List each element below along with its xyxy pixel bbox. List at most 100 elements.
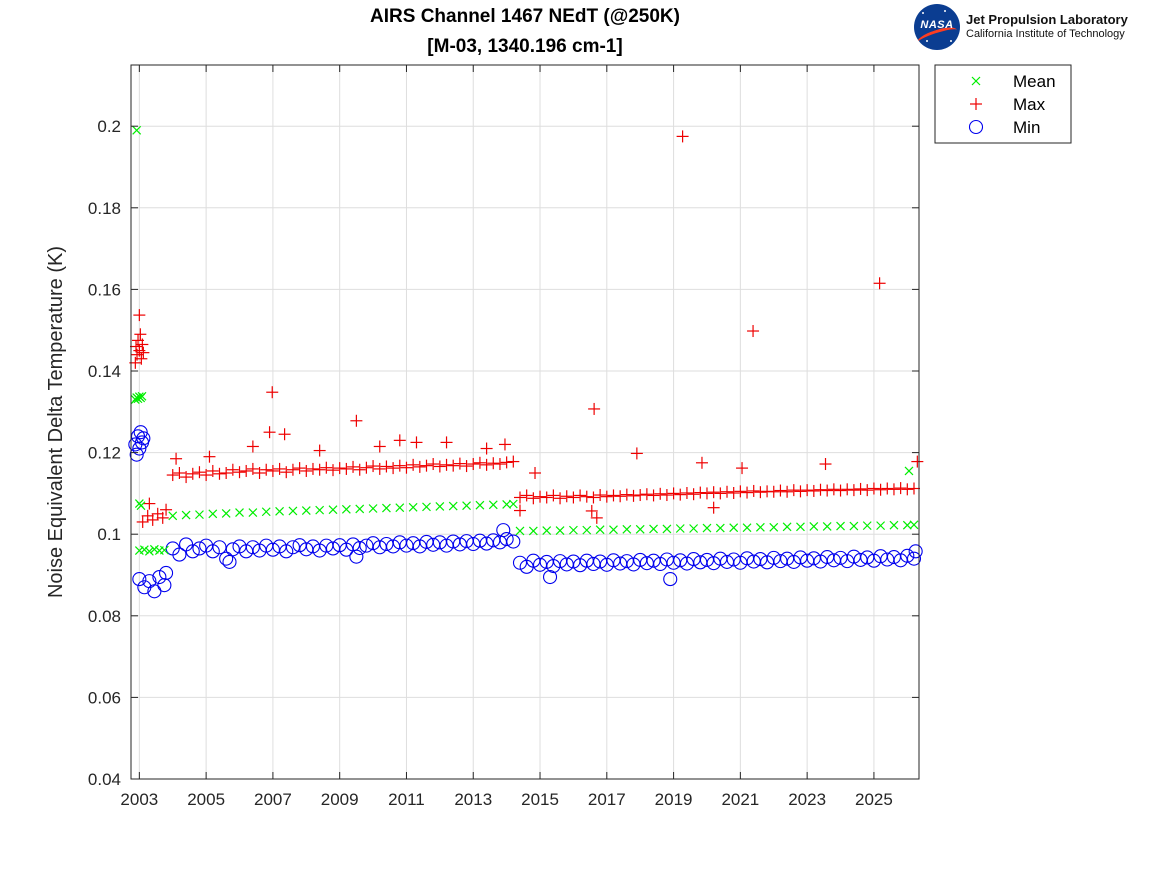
- data-point-min: [499, 532, 514, 547]
- legend-label-min: Min: [1013, 118, 1040, 137]
- data-point-max: [306, 462, 319, 475]
- data-point-mean: [582, 525, 592, 535]
- data-point-max: [560, 490, 573, 503]
- data-point-max: [134, 328, 147, 341]
- x-tick-label: 2007: [254, 790, 292, 809]
- data-point-mean: [462, 501, 471, 511]
- x-tick-label: 2005: [187, 790, 225, 809]
- data-point-max: [627, 489, 640, 502]
- data-point-max: [529, 467, 542, 479]
- data-point-mean: [137, 391, 147, 401]
- data-point-max: [480, 442, 493, 455]
- data-point-mean: [328, 505, 338, 515]
- data-point-max: [166, 469, 179, 482]
- data-point-min: [663, 572, 678, 587]
- data-point-mean: [168, 511, 178, 521]
- data-point-max: [143, 497, 156, 510]
- y-axis-label: Noise Equivalent Delta Temperature (K): [45, 246, 67, 598]
- data-point-max: [814, 483, 827, 496]
- data-point-mean: [159, 545, 169, 555]
- data-point-mean: [136, 501, 146, 511]
- legend-marker-max: [970, 98, 982, 110]
- data-point-max: [527, 492, 540, 505]
- y-tick-label: 0.16: [88, 280, 121, 299]
- data-point-max: [137, 346, 150, 359]
- data-point-max: [607, 489, 620, 502]
- data-point-max: [540, 491, 553, 504]
- data-point-max: [180, 471, 193, 484]
- data-point-max: [353, 463, 366, 476]
- data-point-mean: [729, 523, 739, 533]
- data-point-mean: [715, 523, 725, 533]
- data-point-max: [588, 402, 601, 415]
- data-point-max: [393, 459, 406, 472]
- data-point-max: [534, 490, 547, 503]
- data-point-max: [440, 458, 453, 471]
- data-point-max: [687, 488, 700, 501]
- data-point-max: [156, 511, 169, 524]
- data-point-max: [278, 428, 291, 441]
- x-tick-label: 2017: [588, 790, 626, 809]
- data-point-min: [152, 569, 167, 585]
- data-point-max: [867, 482, 880, 495]
- data-point-mean: [181, 510, 191, 520]
- data-point-mean: [144, 546, 154, 556]
- data-point-min: [222, 554, 237, 569]
- data-point-max: [427, 458, 440, 471]
- data-point-max: [173, 467, 186, 479]
- axis-ticks: 2003 2005 2007 2009 2011 2013 2015 2017 2019 2021…: [88, 65, 919, 809]
- data-point-min: [906, 551, 922, 566]
- data-point-max: [620, 488, 633, 501]
- data-point-max: [380, 460, 393, 473]
- data-point-mean: [675, 524, 685, 533]
- data-point-max: [260, 463, 273, 476]
- data-point-max: [170, 452, 183, 465]
- data-point-max: [407, 458, 420, 471]
- data-point-max: [714, 487, 727, 500]
- data-point-max: [614, 490, 627, 503]
- legend-label-max: Max: [1013, 95, 1046, 114]
- data-point-min: [136, 431, 151, 446]
- data-point-min: [159, 565, 174, 581]
- data-point-max: [420, 459, 433, 472]
- data-point-max: [340, 462, 353, 475]
- data-point-max: [911, 455, 924, 468]
- data-point-max: [467, 458, 480, 471]
- x-tick-label: 2019: [655, 790, 693, 809]
- data-point-max: [373, 440, 386, 453]
- data-point-min: [132, 572, 147, 587]
- data-point-max: [707, 501, 720, 514]
- plot-frame: [130, 64, 920, 780]
- data-point-max: [574, 489, 587, 502]
- data-point-max: [350, 414, 363, 427]
- data-point-mean: [261, 507, 271, 517]
- data-point-max: [313, 444, 326, 457]
- data-point-max: [333, 462, 346, 475]
- data-point-mean: [515, 526, 525, 536]
- data-point-max: [585, 504, 598, 517]
- data-point-max: [907, 482, 920, 495]
- data-point-max: [206, 464, 219, 477]
- data-point-max: [447, 459, 460, 472]
- data-point-max: [360, 461, 373, 474]
- data-point-mean: [809, 522, 819, 531]
- x-tick-label: 2003: [120, 790, 158, 809]
- plot-markers: [128, 125, 924, 599]
- data-point-max: [781, 485, 794, 498]
- data-point-max: [695, 456, 708, 469]
- data-point-max: [640, 488, 653, 501]
- data-point-mean: [836, 521, 845, 531]
- data-point-min: [900, 548, 915, 563]
- data-point-mean: [755, 522, 765, 532]
- data-point-max: [547, 489, 560, 502]
- data-point-max: [727, 486, 740, 499]
- data-point-min: [496, 523, 511, 538]
- logo-subtitle: California Institute of Technology: [966, 28, 1125, 40]
- data-point-max: [747, 484, 760, 497]
- data-point-max: [387, 462, 400, 475]
- data-point-min: [192, 541, 207, 556]
- data-point-max: [246, 462, 259, 475]
- data-point-mean: [689, 524, 699, 533]
- x-tick-label: 2009: [321, 790, 359, 809]
